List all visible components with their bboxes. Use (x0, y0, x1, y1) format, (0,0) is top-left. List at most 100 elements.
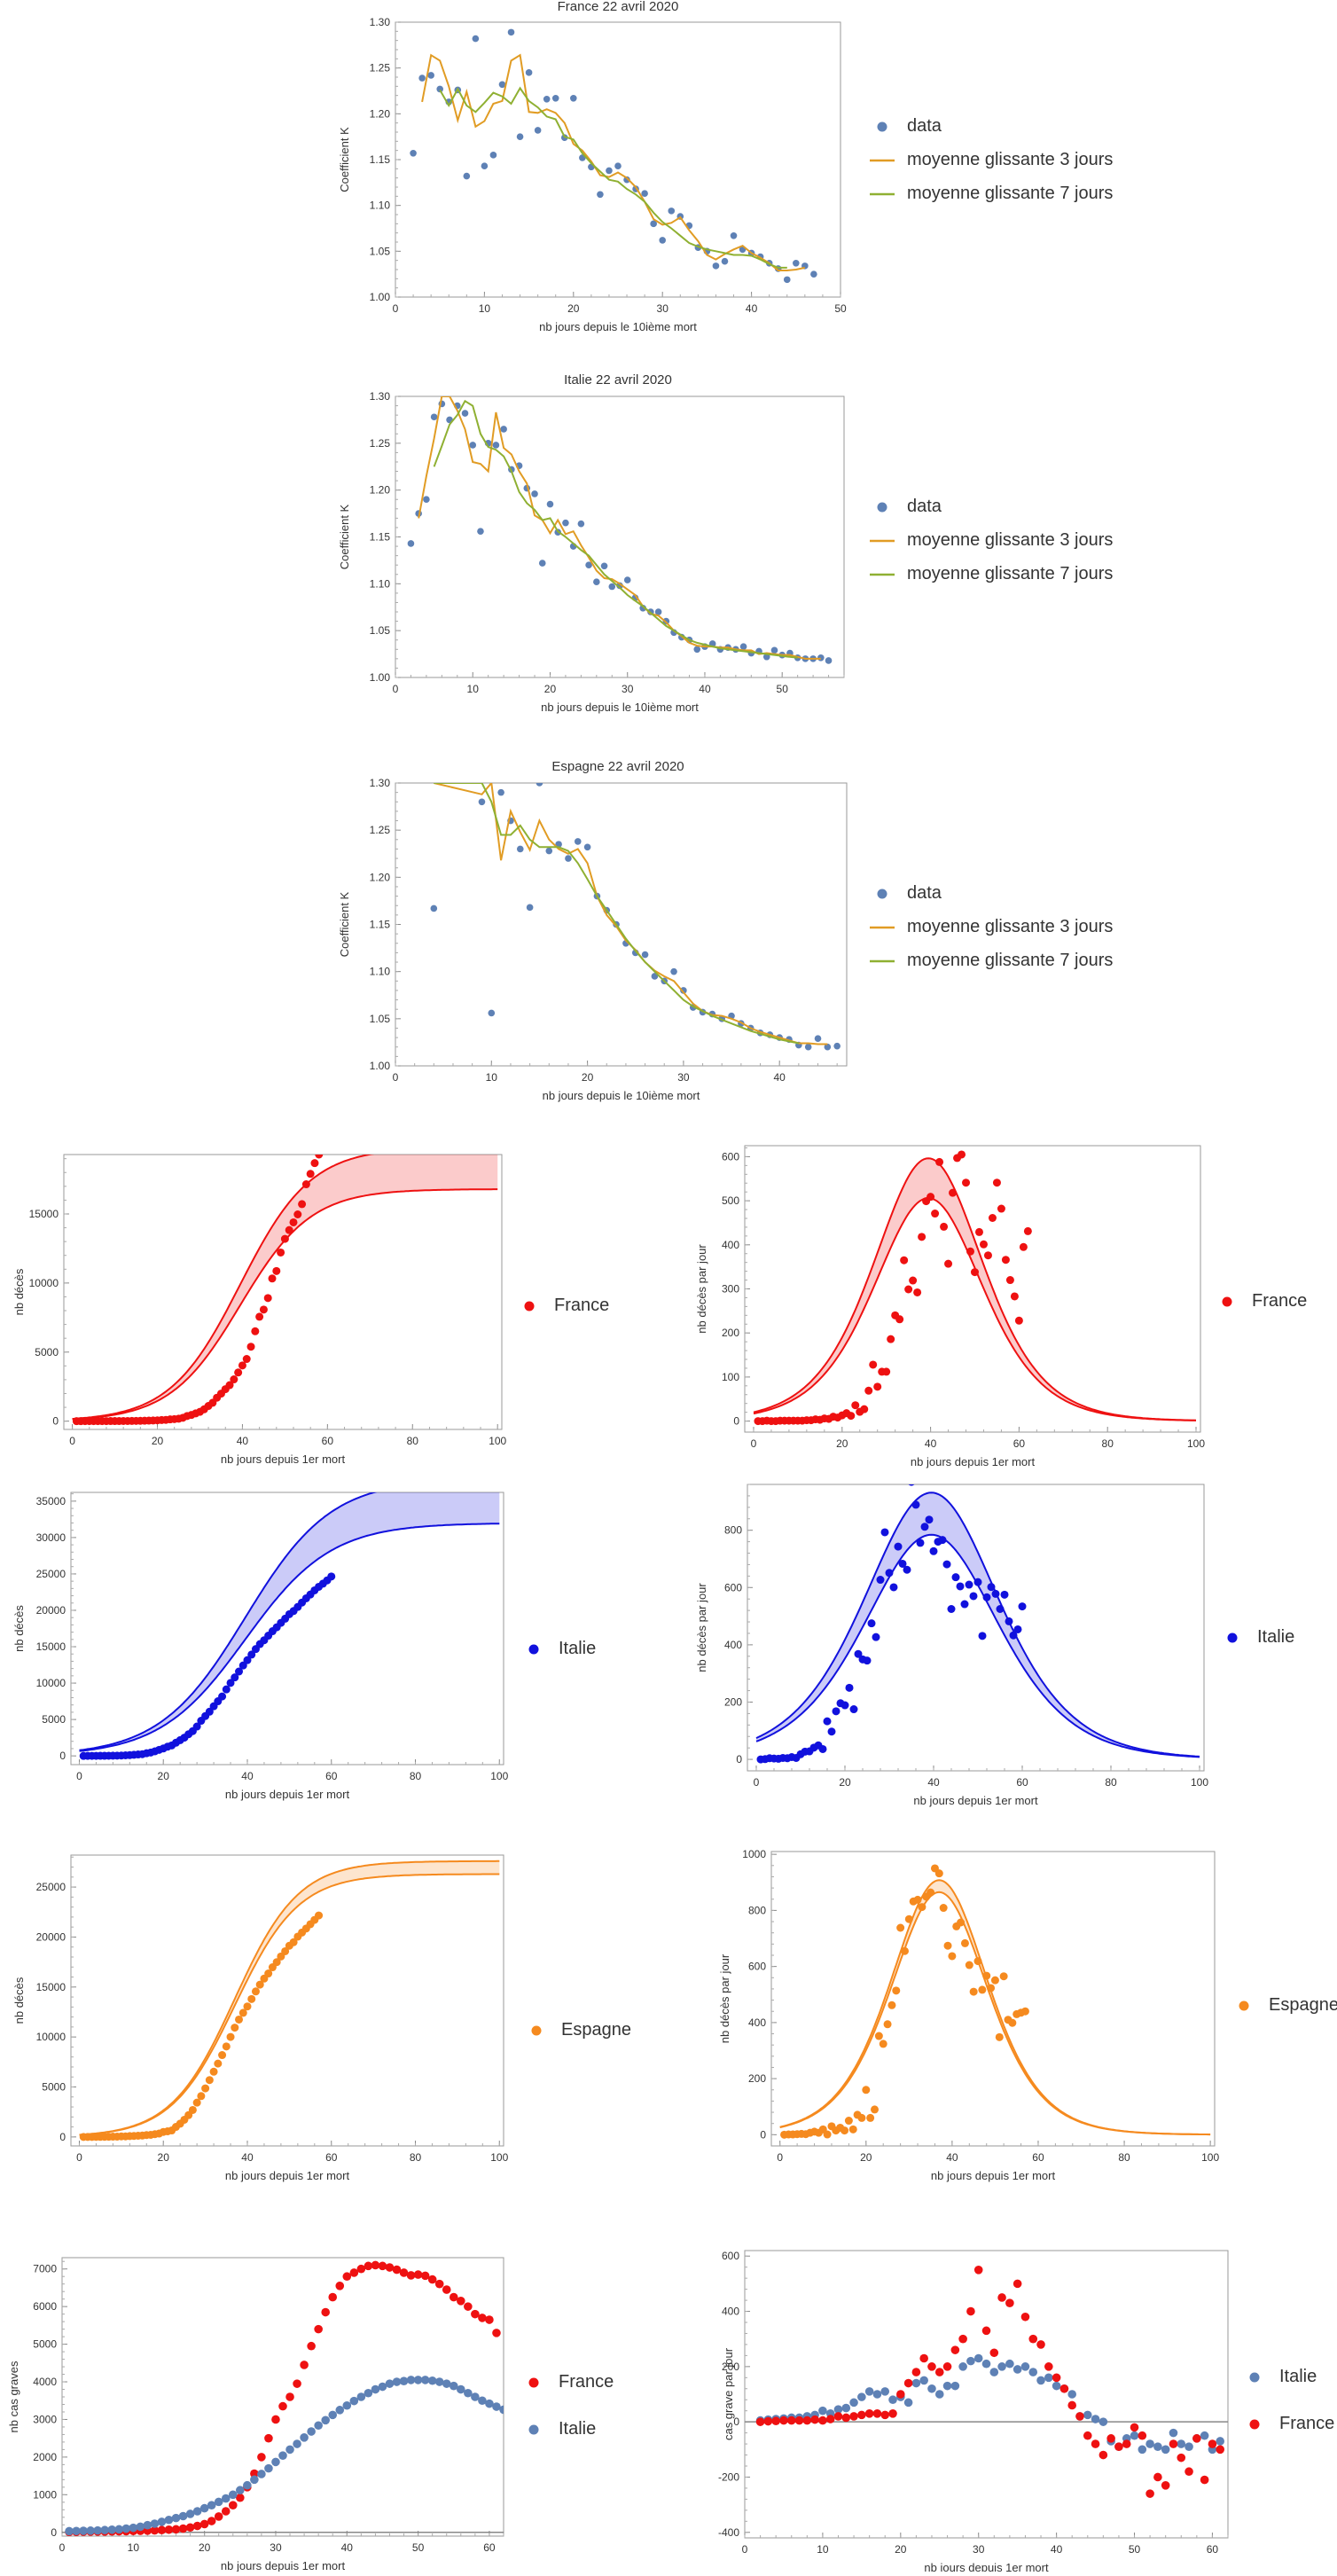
data-point (549, 2431, 558, 2439)
legend-label: moyenne glissante 3 jours (907, 150, 1113, 169)
data-point (228, 2490, 238, 2500)
chart-daily-italie: 0 20 40 60 80 100 0 200 400 600 800 nb jours depuis… (695, 1484, 1294, 1807)
chart-cas-grave-par-jour: 0 10 20 30 40 50 60 -400 -200 0 200 400 600 nb jours … (718, 2250, 1334, 2574)
data-point (285, 2445, 294, 2455)
data-point (1009, 1631, 1018, 1640)
data-point (693, 646, 701, 654)
data-point (864, 2387, 874, 2396)
data-point (882, 1367, 891, 1376)
plot-area (745, 2266, 1228, 2498)
legend-marker (1239, 2001, 1249, 2011)
data-point (908, 1484, 915, 1486)
data-point (171, 2525, 181, 2534)
data-point (356, 2264, 366, 2274)
data-point (356, 2392, 366, 2401)
x-tick-label: 10 (817, 2543, 829, 2556)
data-point (332, 1123, 340, 1131)
data-point (786, 2415, 796, 2425)
x-tick-label: 20 (836, 1437, 848, 1450)
legend-marker (877, 889, 887, 899)
data-point (583, 843, 591, 851)
legend-label: France (1252, 1291, 1307, 1311)
data-point (876, 1576, 885, 1585)
data-point (1059, 2384, 1069, 2393)
data-point (934, 1869, 943, 1878)
data-point (385, 2379, 395, 2388)
data-point (1075, 2412, 1084, 2421)
plot-frame (70, 1854, 504, 2147)
data-point (492, 2402, 501, 2411)
x-tick-label: 40 (774, 1071, 786, 1084)
data-point (136, 2522, 145, 2532)
data-point (143, 2520, 152, 2530)
y-tick-label: 1.00 (370, 291, 391, 303)
data-point (420, 2271, 430, 2281)
chart-deaths-italie: 0 20 40 60 80 100 0 5000 10000 15000 20000 25000 300… (12, 1492, 596, 1801)
x-tick-label: 40 (927, 1776, 940, 1789)
data-point (506, 2408, 515, 2417)
y-tick-label: 1.15 (370, 919, 391, 931)
plot-area (430, 783, 841, 1051)
data-point (864, 1386, 873, 1395)
data-point (534, 127, 542, 134)
y-tick-label: 5000 (42, 1713, 66, 1726)
plot-frame (70, 1492, 504, 1766)
plot-area (779, 1864, 1211, 2139)
y-tick-label: 600 (724, 1581, 742, 1593)
model-curve-high (79, 1492, 378, 1751)
data-point (904, 1914, 913, 1923)
x-tick-label: 20 (567, 302, 580, 315)
x-tick-label: 20 (158, 1770, 170, 1782)
x-tick-label: 40 (946, 2151, 958, 2164)
data-point (939, 1904, 948, 1913)
legend-label: Italie (559, 1639, 596, 1658)
data-point (948, 1952, 957, 1961)
data-point (950, 2345, 960, 2354)
y-axis-label: Coefficient K (338, 127, 351, 192)
data-point (235, 2015, 244, 2024)
data-point (951, 1573, 960, 1582)
data-point (457, 2296, 465, 2306)
chart-daily-france: 0 20 40 60 80 100 0 100 200 300 400 500 600 nb jours … (695, 1145, 1307, 1468)
data-point (251, 1327, 260, 1335)
data-point (164, 2525, 174, 2534)
x-axis-label: nb jours depuis 1er mort (221, 1452, 346, 1466)
data-point (226, 2032, 235, 2041)
data-point (659, 237, 666, 244)
y-tick-label: 200 (724, 1695, 742, 1708)
data-point (879, 2040, 887, 2048)
plot-frame (744, 2250, 1229, 2539)
data-point (247, 1650, 256, 1659)
data-point (982, 1593, 991, 1601)
plot-frame (61, 2257, 504, 2537)
x-tick-label: 60 (325, 2151, 338, 2164)
data-point (231, 2024, 239, 2032)
legend-marker (1249, 2372, 1260, 2383)
y-tick-label: 1.20 (370, 107, 391, 120)
legend-label: France (1279, 2414, 1334, 2433)
data-point (927, 1888, 935, 1897)
data-point (93, 2525, 102, 2535)
y-tick-label: 5000 (33, 2338, 57, 2351)
data-point (981, 2326, 991, 2336)
data-point (442, 2379, 451, 2388)
data-point (900, 1946, 909, 1955)
y-tick-label: 1.00 (370, 1060, 391, 1072)
x-tick-label: 0 (59, 2541, 66, 2554)
y-tick-label: 400 (724, 1639, 742, 1651)
data-point (841, 2403, 851, 2413)
data-point (916, 1539, 925, 1547)
data-point (857, 2392, 866, 2401)
data-point (430, 904, 438, 912)
y-tick-label: 6000 (33, 2300, 57, 2313)
y-tick-label: 0 (59, 1750, 66, 1762)
data-point (1130, 2423, 1139, 2432)
data-point (471, 2392, 480, 2401)
model-curve-low (753, 1197, 1197, 1421)
x-tick-label: 20 (895, 2543, 907, 2556)
data-point (399, 2268, 409, 2277)
data-point (818, 1744, 827, 1753)
data-point (413, 2270, 423, 2279)
data-point (978, 1985, 987, 1994)
